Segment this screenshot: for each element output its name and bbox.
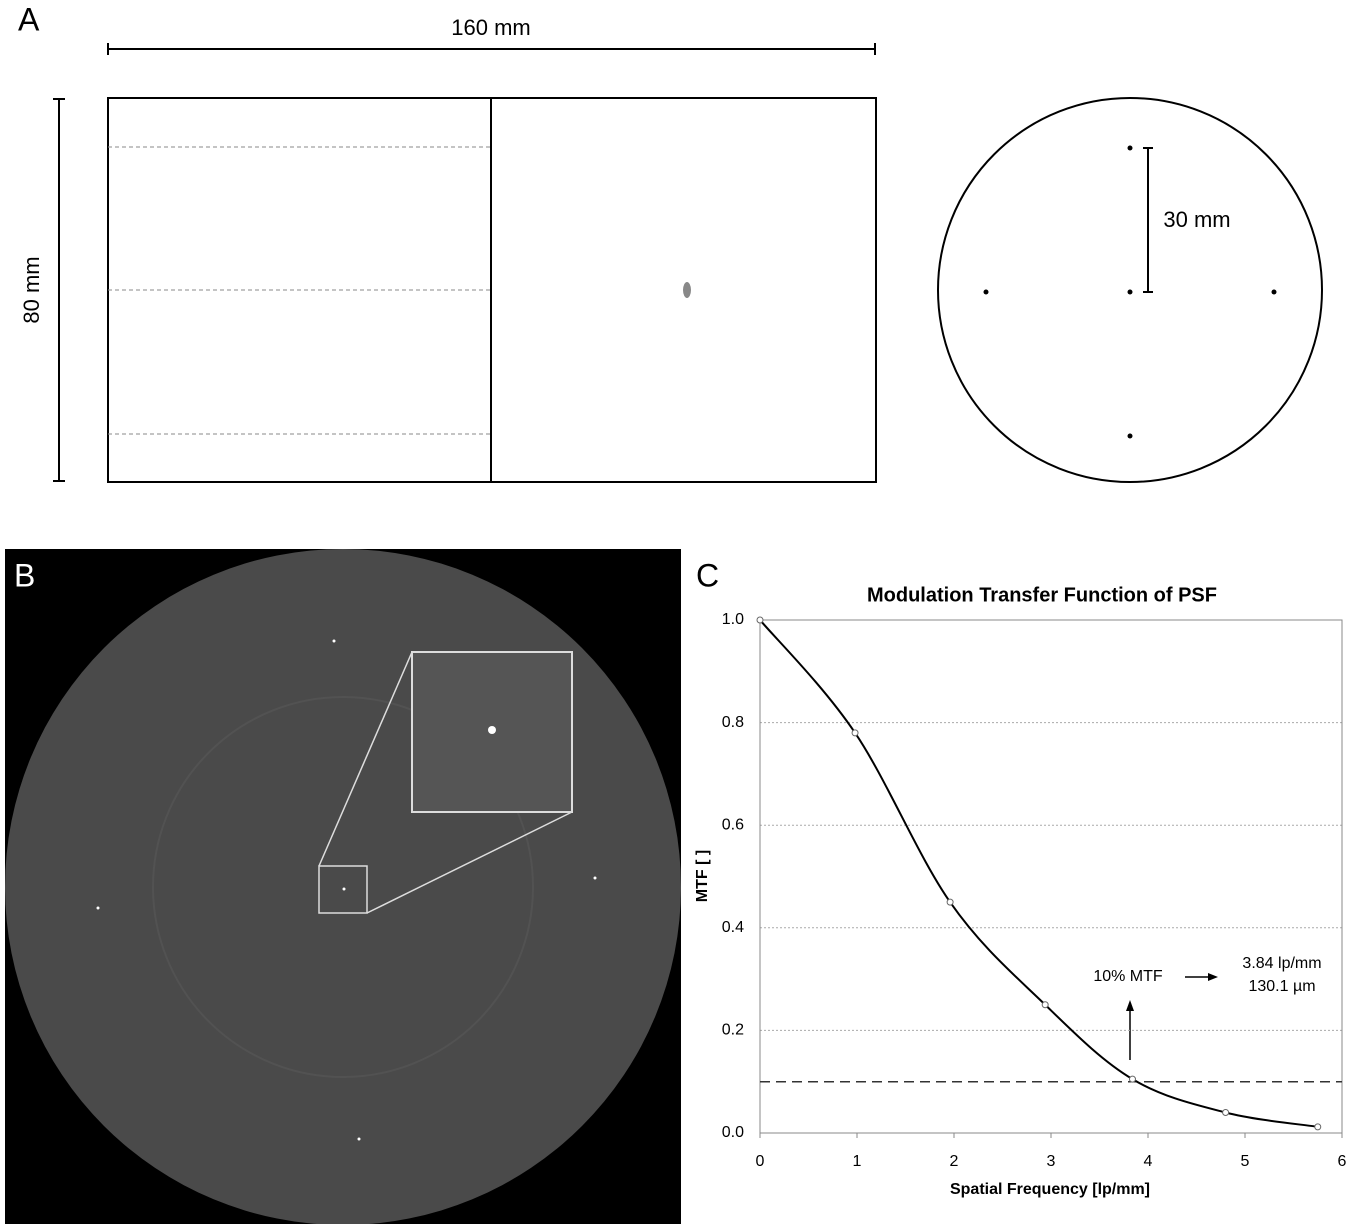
annotation: 130.1 µm [1248,978,1315,995]
dimension-label: 160 mm [451,15,530,40]
wire [683,282,691,298]
ct-wire [594,877,597,880]
y-tick-label: 0.6 [722,816,744,833]
ct-wire [333,640,336,643]
panel-label: B [14,557,35,593]
x-tick-label: 1 [853,1153,862,1170]
arrow-head [1208,973,1218,981]
wire-dot [1272,290,1277,295]
wire-dot [1128,290,1133,295]
mtf-line [760,620,1318,1127]
annotation: 10% MTF [1093,968,1163,985]
ct-wire [358,1138,361,1141]
x-tick-label: 2 [950,1153,959,1170]
wire-dot [984,290,989,295]
ct-wire [97,907,100,910]
data-point [1129,1076,1135,1082]
scale-label: 30 mm [1163,207,1230,232]
dimension-label: 80 mm [19,256,44,323]
figure: A 160 mm 80 mm 30 mm B C Modulation Tran… [0,0,1361,1224]
wires [984,146,1277,439]
y-tick-label: 0.0 [722,1124,744,1141]
plot-border [760,620,1342,1133]
arrow-head [1126,1000,1134,1011]
y-tick-label: 0.4 [722,919,744,936]
x-tick-label: 6 [1338,1153,1347,1170]
annotation: 3.84 lp/mm [1242,955,1321,972]
panel-label: C [696,557,719,593]
y-tick-label: 0.2 [722,1022,744,1039]
y-axis-label: MTF [ ] [694,850,711,902]
wire-dot [1128,146,1133,151]
data-point [947,899,953,905]
x-axis-label: Spatial Frequency [lp/mm] [950,1181,1150,1198]
data-point [1042,1002,1048,1008]
data-point [1315,1124,1321,1130]
data-point [757,617,763,623]
panel-label: A [18,1,40,37]
wire-dot [1128,434,1133,439]
y-tick-label: 1.0 [722,611,744,628]
ct-wire [343,888,346,891]
data-point [1223,1109,1229,1115]
chart-title: Modulation Transfer Function of PSF [867,584,1217,606]
inset-wire [488,726,496,734]
x-tick-label: 3 [1047,1153,1056,1170]
x-tick-label: 4 [1144,1153,1153,1170]
ct-phantom [5,549,681,1224]
data-point [852,730,858,736]
x-tick-label: 0 [756,1153,765,1170]
x-tick-label: 5 [1241,1153,1250,1170]
y-tick-label: 0.8 [722,714,744,731]
